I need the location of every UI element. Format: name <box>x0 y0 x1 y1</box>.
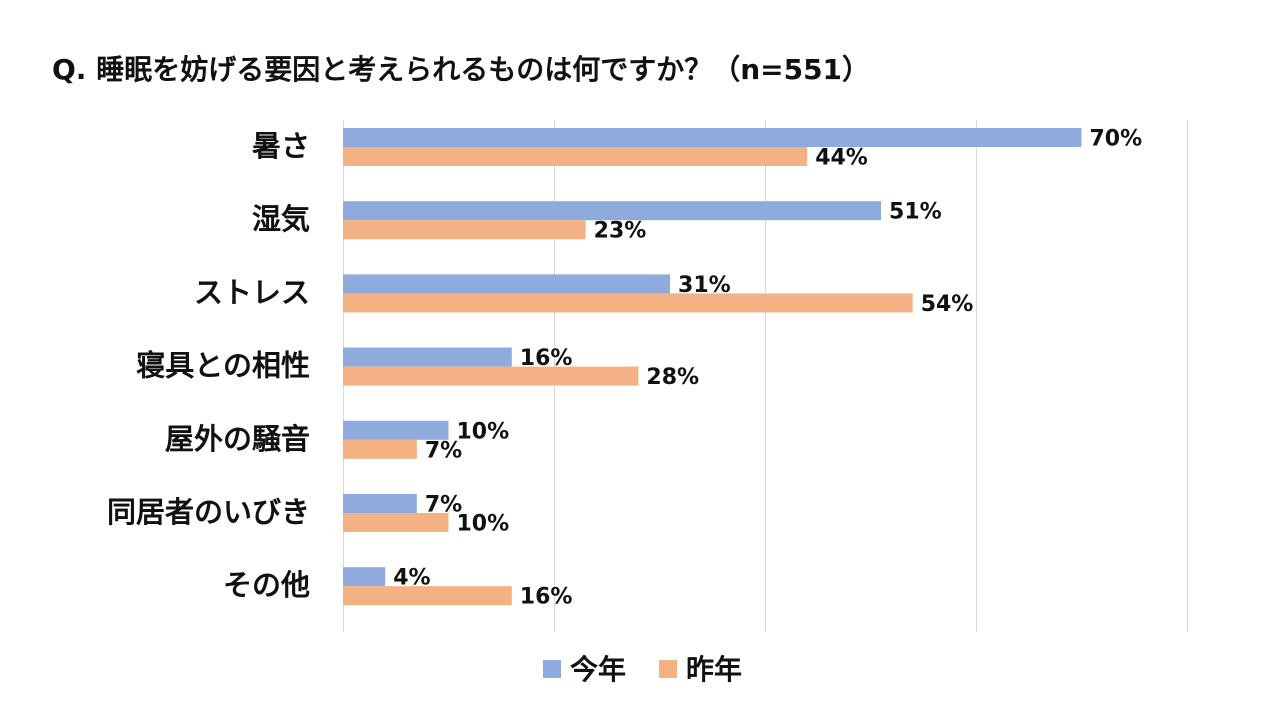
bar-this-year <box>343 201 882 221</box>
bar-this-year <box>343 347 512 367</box>
data-label: 51% <box>889 200 942 225</box>
bar-last-year <box>343 439 417 459</box>
legend-swatch <box>659 660 677 678</box>
data-label: 28% <box>646 365 699 390</box>
data-label: 7% <box>425 493 462 518</box>
data-label: 54% <box>921 292 974 317</box>
category-label: 同居者のいびき <box>107 495 310 529</box>
data-label: 16% <box>520 585 573 610</box>
bar-this-year <box>343 494 417 513</box>
data-label: 10% <box>457 512 510 537</box>
data-label: 44% <box>815 146 868 171</box>
legend-swatch <box>543 660 561 678</box>
data-label: 70% <box>1090 127 1143 152</box>
data-label: 4% <box>393 566 430 591</box>
bar-last-year <box>343 366 639 386</box>
category-label: その他 <box>223 568 310 602</box>
bar-last-year <box>343 293 913 313</box>
data-label: 10% <box>457 419 510 444</box>
category-label: 暑さ <box>252 129 310 163</box>
data-label: 7% <box>425 438 462 463</box>
category-label: ストレス <box>194 275 310 309</box>
category-label: 寝具との相性 <box>136 349 310 383</box>
category-label: 湿気 <box>252 202 310 236</box>
bar-last-year <box>343 586 512 606</box>
bar-this-year <box>343 567 386 587</box>
bar-this-year <box>343 420 449 440</box>
legend-label: 今年 <box>570 653 626 686</box>
category-label: 屋外の騒音 <box>165 422 310 456</box>
bar-last-year <box>343 513 449 532</box>
bar-this-year <box>343 128 1082 147</box>
bar-last-year <box>343 220 586 240</box>
bar-last-year <box>343 147 808 166</box>
data-label: 23% <box>594 219 647 244</box>
data-label: 31% <box>678 273 731 298</box>
labels: 暑さ 70% 44% 湿気 51% 23% ストレス 31% 54% 寝具との相性 16% 28% 屋外… <box>107 127 1142 610</box>
legend-label: 昨年 <box>686 653 742 686</box>
bars <box>343 128 1082 606</box>
bar-this-year <box>343 274 671 294</box>
legend: 今年 昨年 <box>543 653 742 686</box>
chart-title: Q. 睡眠を妨げる要因と考えられるものは何ですか？（n=551） <box>52 53 871 86</box>
data-label: 16% <box>520 346 573 371</box>
